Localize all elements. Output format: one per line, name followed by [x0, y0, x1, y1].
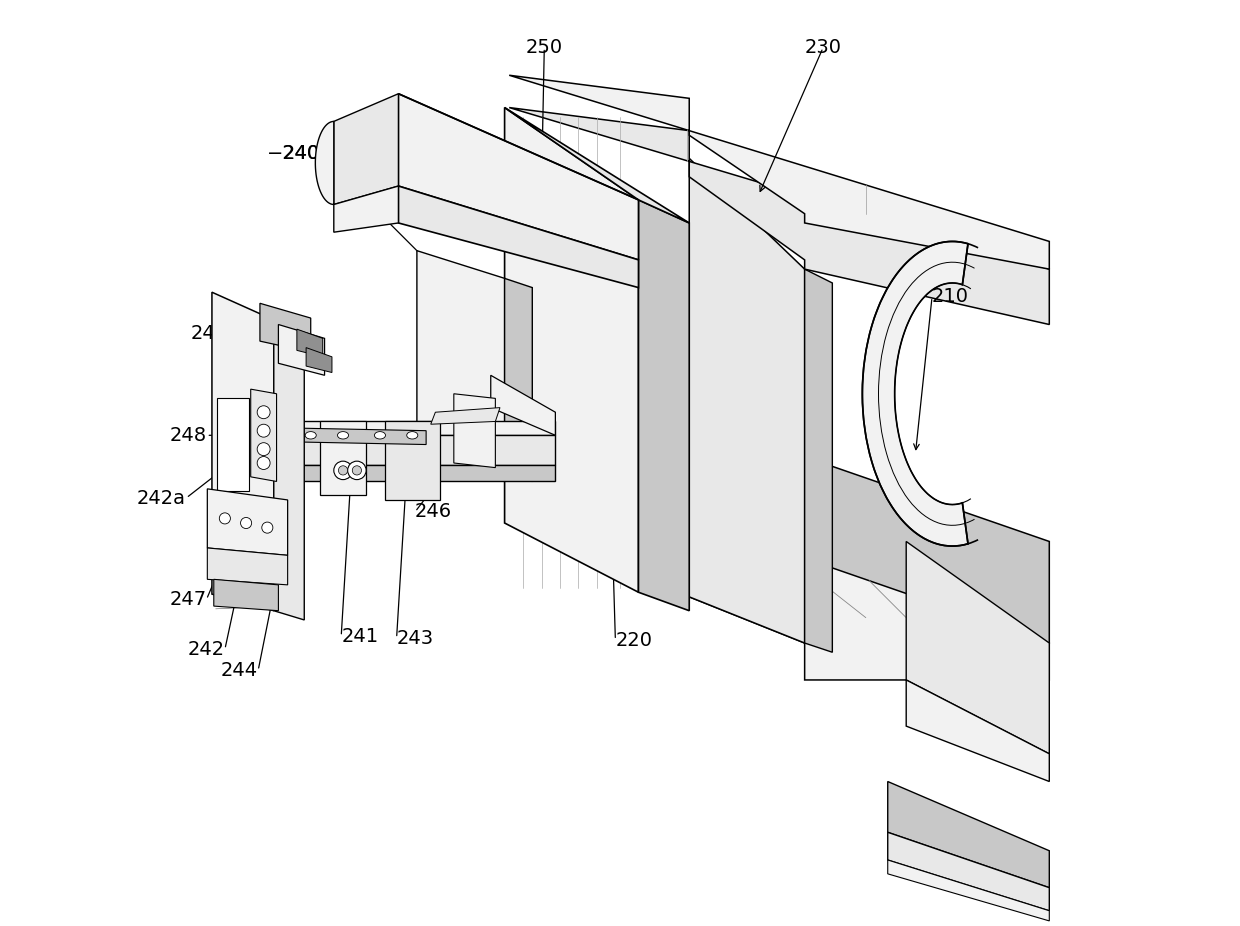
Ellipse shape: [374, 432, 386, 439]
Polygon shape: [223, 435, 556, 465]
Text: 210: 210: [932, 287, 968, 307]
Circle shape: [257, 424, 270, 437]
Text: 250: 250: [526, 38, 563, 57]
Polygon shape: [427, 279, 532, 431]
Polygon shape: [398, 94, 639, 260]
Circle shape: [257, 406, 270, 419]
Polygon shape: [417, 251, 505, 472]
Circle shape: [339, 466, 347, 475]
Polygon shape: [223, 421, 556, 435]
Polygon shape: [430, 407, 500, 424]
Polygon shape: [888, 782, 1049, 888]
Polygon shape: [334, 94, 398, 205]
Polygon shape: [510, 107, 1049, 324]
Circle shape: [257, 443, 270, 456]
Polygon shape: [689, 158, 805, 643]
Circle shape: [257, 457, 270, 469]
Polygon shape: [888, 860, 1049, 921]
Circle shape: [347, 461, 366, 480]
Polygon shape: [213, 580, 279, 611]
Polygon shape: [906, 680, 1049, 782]
Text: 244: 244: [221, 661, 258, 681]
Polygon shape: [384, 421, 440, 500]
Polygon shape: [207, 548, 288, 585]
Ellipse shape: [407, 432, 418, 439]
Polygon shape: [689, 519, 1049, 680]
Polygon shape: [805, 269, 832, 652]
Text: 243: 243: [397, 629, 434, 648]
Ellipse shape: [305, 432, 316, 439]
Circle shape: [241, 518, 252, 529]
Polygon shape: [888, 832, 1049, 911]
Text: 220: 220: [615, 631, 652, 650]
Polygon shape: [223, 465, 556, 482]
Polygon shape: [320, 421, 366, 495]
Text: 240: 240: [283, 144, 320, 163]
Polygon shape: [491, 375, 556, 435]
Polygon shape: [906, 542, 1049, 754]
Text: 248: 248: [170, 426, 206, 444]
Polygon shape: [689, 417, 1049, 643]
Polygon shape: [288, 428, 427, 444]
Text: 245: 245: [191, 324, 228, 344]
Text: −240: −240: [267, 144, 320, 163]
Circle shape: [262, 522, 273, 533]
Polygon shape: [279, 324, 325, 375]
Text: 230: 230: [805, 38, 842, 57]
Polygon shape: [315, 121, 334, 205]
Polygon shape: [398, 186, 639, 288]
Polygon shape: [250, 389, 277, 482]
Polygon shape: [260, 304, 311, 352]
Polygon shape: [505, 279, 532, 482]
Polygon shape: [505, 107, 689, 223]
Polygon shape: [454, 394, 495, 468]
Polygon shape: [862, 242, 968, 546]
Polygon shape: [274, 319, 304, 619]
Polygon shape: [639, 200, 689, 611]
Polygon shape: [334, 186, 398, 232]
Polygon shape: [217, 398, 249, 491]
Ellipse shape: [337, 432, 348, 439]
Polygon shape: [398, 94, 639, 200]
Text: 246: 246: [415, 503, 453, 521]
Text: 242: 242: [187, 640, 224, 659]
Polygon shape: [505, 107, 639, 593]
Text: 247: 247: [170, 590, 206, 609]
Circle shape: [352, 466, 362, 475]
Polygon shape: [212, 293, 274, 611]
Circle shape: [334, 461, 352, 480]
Circle shape: [219, 513, 231, 524]
Text: 242a: 242a: [138, 489, 186, 507]
Polygon shape: [207, 489, 288, 556]
Polygon shape: [510, 75, 1049, 269]
Polygon shape: [296, 329, 322, 357]
Text: 241: 241: [341, 627, 378, 646]
Polygon shape: [306, 347, 332, 372]
